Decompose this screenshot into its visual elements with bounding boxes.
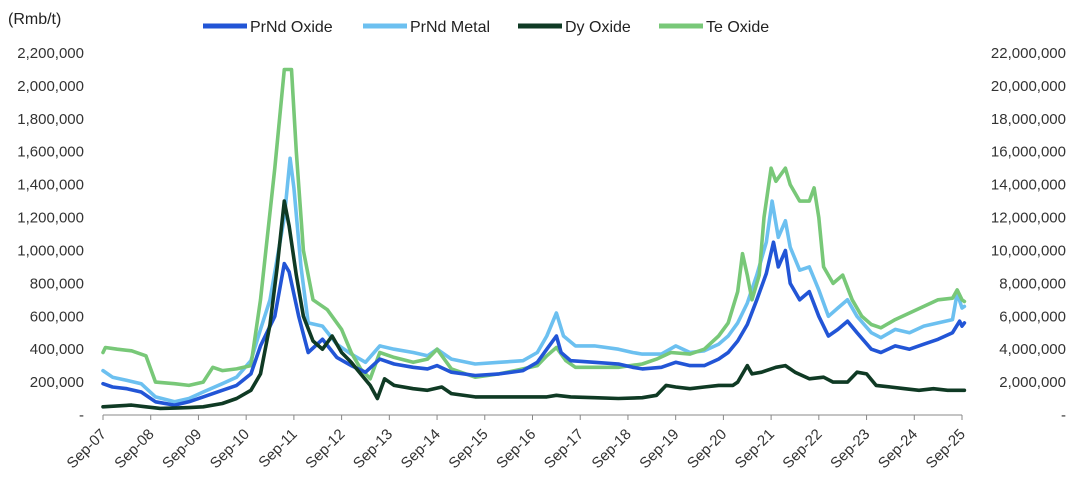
y-right-tick-label: 14,000,000 (991, 177, 1066, 194)
y-left-tick-label: 2,000,000 (17, 78, 84, 95)
y-left-tick-label: 200,000 (30, 374, 84, 391)
x-tick-label: Sep-12 (302, 426, 348, 472)
legend-label-te-oxide: Te Oxide (706, 19, 769, 36)
x-tick-label: Sep-23 (827, 426, 873, 472)
y-left-tick-label: 1,800,000 (17, 111, 84, 128)
y-left-tick-label: 800,000 (30, 275, 84, 292)
x-tick-label: Sep-09 (159, 426, 205, 472)
plot-area (101, 67, 967, 411)
x-tick-label: Sep-19 (636, 426, 682, 472)
y-left-tick-label: 400,000 (30, 341, 84, 358)
y-right-tick-label: 20,000,000 (991, 78, 1066, 95)
legend-label-prnd-oxide: PrNd Oxide (250, 19, 333, 36)
x-tick-label: Sep-21 (732, 426, 778, 472)
x-tick-label: Sep-17 (541, 426, 587, 472)
x-tick-label: Sep-25 (923, 426, 969, 472)
y-left-tick-label: 2,200,000 (17, 45, 84, 62)
series-line-prnd-metal (101, 156, 967, 404)
y-right-tick-label: 2,000,000 (999, 374, 1066, 391)
y-left-tick-label: 1,600,000 (17, 144, 84, 161)
y-left-tick-label: 1,000,000 (17, 242, 84, 259)
legend-label-dy-oxide: Dy Oxide (565, 19, 631, 36)
y-axis-right: - 2,000,000 4,000,000 6,000,000 8,000,000 10,… (991, 45, 1066, 424)
x-tick-label: Sep-13 (350, 426, 396, 472)
y-left-tick-label: - (79, 407, 84, 424)
series-line-dy-oxide (101, 199, 967, 411)
y-axis-left: - 200,000 400,000 600,000 800,000 1,000,000 1,… (17, 45, 84, 424)
y-axis-unit-label: (Rmb/t) (8, 11, 61, 28)
x-tick-label: Sep-11 (255, 426, 300, 471)
x-tick-label: Sep-18 (589, 426, 635, 472)
y-right-tick-label: 10,000,000 (991, 242, 1066, 259)
y-left-tick-label: 1,400,000 (17, 177, 84, 194)
y-left-tick-label: 1,200,000 (17, 210, 84, 227)
y-right-tick-label: 16,000,000 (991, 144, 1066, 161)
y-left-tick-label: 600,000 (30, 308, 84, 325)
y-right-tick-label: 6,000,000 (999, 308, 1066, 325)
x-tick-label: Sep-15 (445, 426, 491, 472)
x-tick-label: Sep-22 (779, 426, 825, 472)
x-axis: Sep-07 Sep-08 Sep-09 Sep-10 Sep-11 Sep-12 Sep-… (64, 415, 969, 472)
x-tick-label: Sep-10 (207, 426, 253, 472)
y-right-tick-label: 18,000,000 (991, 111, 1066, 128)
y-right-tick-label: 4,000,000 (999, 341, 1066, 358)
legend: PrNd Oxide PrNd Metal Dy Oxide Te Oxide (203, 19, 769, 36)
y-right-tick-label: 8,000,000 (999, 275, 1066, 292)
legend-label-prnd-metal: PrNd Metal (410, 19, 490, 36)
y-right-tick-label: - (1061, 407, 1066, 424)
x-tick-label: Sep-24 (875, 426, 921, 472)
y-right-tick-label: 12,000,000 (991, 210, 1066, 227)
y-right-tick-label: 22,000,000 (991, 45, 1066, 62)
series-line-te-oxide (101, 67, 967, 388)
x-tick-label: Sep-07 (64, 426, 110, 472)
x-tick-label: Sep-08 (111, 426, 157, 472)
x-tick-label: Sep-16 (493, 426, 539, 472)
x-tick-label: Sep-14 (398, 426, 444, 472)
x-tick-label: Sep-20 (684, 426, 730, 472)
